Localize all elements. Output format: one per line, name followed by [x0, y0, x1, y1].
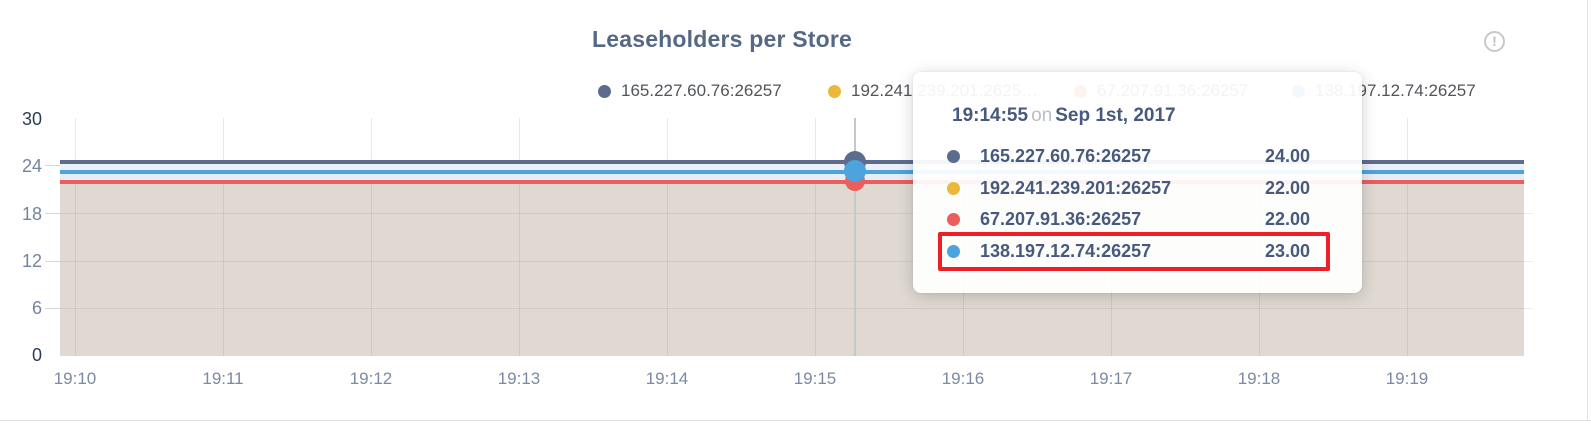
gridline-vertical [75, 118, 76, 356]
y-axis-label: 30 [21, 109, 42, 129]
series-dot-icon [947, 244, 960, 258]
panel-right-divider [1587, 0, 1588, 420]
series-gap-band [60, 164, 1524, 170]
gridline-vertical [519, 118, 520, 356]
series-line-navy [60, 160, 1524, 164]
gridline-vertical [371, 118, 372, 356]
legend-item[interactable]: 165.227.60.76:26257 [598, 81, 782, 101]
gridline-horizontal [60, 261, 1533, 262]
y-axis-tick [45, 213, 60, 214]
y-axis-label: 24 [21, 156, 42, 176]
tooltip-series-label: 192.241.239.201:26257 [980, 177, 1172, 198]
gridline-horizontal [60, 308, 1533, 309]
series-line-blue [60, 170, 1524, 174]
series-dot-icon [947, 213, 960, 227]
info-icon[interactable]: ! [1484, 31, 1505, 52]
tooltip-timestamp: 19:14:55 on Sep 1st, 2017 [952, 105, 1176, 127]
series-dot-icon [947, 181, 960, 195]
tooltip-rows: 165.227.60.76:26257 24.00 192.241.239.20… [947, 141, 1310, 267]
tooltip-row-highlighted: 138.197.12.74:26257 23.00 [947, 236, 1310, 268]
tooltip-row: 165.227.60.76:26257 24.00 [947, 141, 1310, 173]
series-gap-band [60, 174, 1524, 180]
x-axis-label: 19:15 [793, 369, 837, 388]
gridline-vertical [1407, 118, 1408, 356]
legend-label: 165.227.60.76:26257 [621, 81, 782, 100]
hover-guideline [854, 118, 856, 356]
tooltip-series-value: 22.00 [1264, 177, 1310, 198]
tooltip-row: 67.207.91.36:26257 22.00 [947, 204, 1310, 236]
panel-bottom-divider [0, 420, 1591, 421]
y-axis-tick [45, 261, 60, 262]
gridline-vertical [667, 118, 668, 356]
x-axis-label: 19:13 [497, 369, 541, 388]
tooltip-series-value: 23.00 [1264, 240, 1310, 261]
tooltip-series-label: 138.197.12.74:26257 [980, 240, 1152, 261]
gridline-vertical [223, 118, 224, 356]
x-axis-label: 19:17 [1089, 369, 1133, 388]
x-axis-label: 19:10 [53, 369, 97, 388]
hover-marker-blue [844, 160, 866, 182]
tooltip-series-value: 24.00 [1264, 146, 1310, 167]
y-axis-tick [45, 308, 60, 309]
tooltip-row: 192.241.239.201:26257 22.00 [947, 173, 1310, 205]
tooltip-series-label: 67.207.91.36:26257 [980, 209, 1142, 230]
gridline-vertical [815, 118, 816, 356]
y-axis-tick [45, 165, 60, 166]
x-axis-label: 19:11 [202, 369, 244, 388]
tooltip-date: Sep 1st, 2017 [1055, 105, 1176, 126]
series-line-red [60, 180, 1524, 184]
tooltip-connector: on [1031, 105, 1053, 126]
x-axis-label: 19:12 [349, 369, 393, 388]
tooltip-series-value: 22.00 [1264, 209, 1310, 230]
tooltip-series-label: 165.227.60.76:26257 [980, 146, 1152, 167]
legend-dot-icon [828, 84, 841, 98]
y-axis-label: 0 [31, 345, 42, 365]
series-dot-icon [947, 150, 960, 164]
chart-title: Leaseholders per Store [591, 26, 853, 52]
x-axis-label: 19:19 [1385, 369, 1429, 388]
y-axis-label: 18 [21, 204, 42, 224]
legend-dot-icon [598, 84, 611, 98]
x-axis-label: 19:16 [941, 369, 985, 388]
x-axis-label: 19:14 [645, 369, 689, 388]
y-axis-label: 6 [31, 298, 42, 318]
chart-tooltip: 19:14:55 on Sep 1st, 2017 165.227.60.76:26… [913, 72, 1362, 293]
tooltip-time: 19:14:55 [952, 105, 1029, 126]
y-axis-label: 12 [21, 251, 42, 271]
x-axis-label: 19:18 [1237, 369, 1281, 388]
gridline-horizontal [60, 213, 1533, 214]
